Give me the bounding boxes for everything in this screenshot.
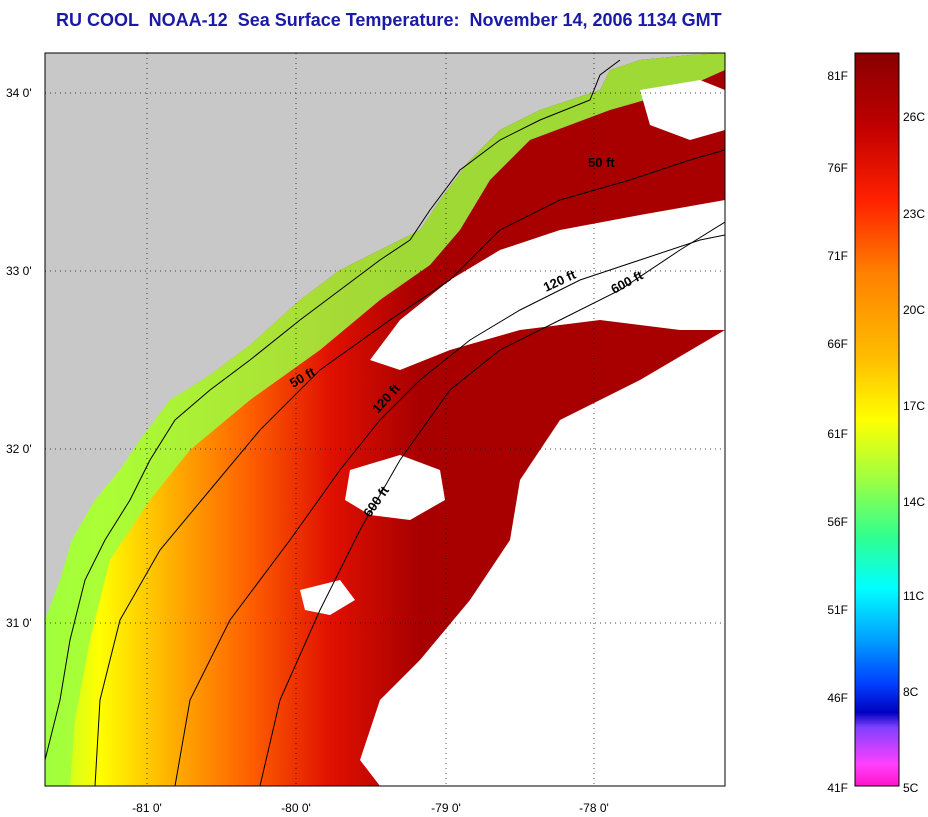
colorbar-c-label: 20C [903, 303, 925, 317]
sst-coastal-band [45, 53, 725, 786]
colorbar-scale [854, 52, 900, 787]
colorbar-f-label: 46F [827, 691, 848, 705]
cloud-patch-ne [640, 80, 725, 140]
lat-tick-label: 32 0' [6, 442, 32, 456]
contour-600ft [259, 221, 725, 786]
map-frame [44, 52, 726, 787]
lon-tick-label: -80 0' [281, 801, 311, 815]
lon-tick-label: -81 0' [132, 801, 162, 815]
colorbar-c-label: 5C [903, 781, 919, 795]
cloud-mask-north [370, 200, 725, 370]
lon-tick-label: -78 0' [579, 801, 609, 815]
map-plot-area [45, 53, 725, 786]
coastline [45, 59, 621, 761]
colorbar-f-label: 66F [827, 337, 848, 351]
lat-tick-label: 31 0' [6, 616, 32, 630]
colorbar-c-label: 17C [903, 399, 925, 413]
map-title: RU COOL NOAA-12 Sea Surface Temperature:… [56, 10, 722, 30]
colorbar-f-label: 71F [827, 249, 848, 263]
colorbar-f-label: 51F [827, 603, 848, 617]
colorbar-f-label: 56F [827, 515, 848, 529]
colorbar-f-label: 41F [827, 781, 848, 795]
colorbar: 81F 76F 71F 66F 61F 56F 51F 46F 41F 26C … [827, 52, 925, 795]
lat-tick-label: 34 0' [6, 86, 32, 100]
graticule [45, 53, 725, 786]
cloud-patch-south [300, 580, 355, 615]
cloud-patch-mid [345, 455, 445, 520]
contour-label-50ft-north: 50 ft [588, 155, 615, 170]
cloud-mask-east [360, 330, 725, 786]
contour-50ft [94, 149, 725, 786]
lon-tick-label: -79 0' [431, 801, 461, 815]
colorbar-c-label: 23C [903, 207, 925, 221]
colorbar-c-label: 11C [903, 589, 924, 603]
colorbar-f-label: 76F [827, 161, 848, 175]
colorbar-c-label: 8C [903, 685, 919, 699]
contour-120ft [174, 234, 725, 786]
colorbar-c-label: 14C [903, 495, 925, 509]
colorbar-f-label: 61F [827, 427, 848, 441]
colorbar-c-label: 26C [903, 110, 925, 124]
lat-tick-label: 33 0' [6, 264, 32, 278]
colorbar-f-label: 81F [827, 69, 848, 83]
